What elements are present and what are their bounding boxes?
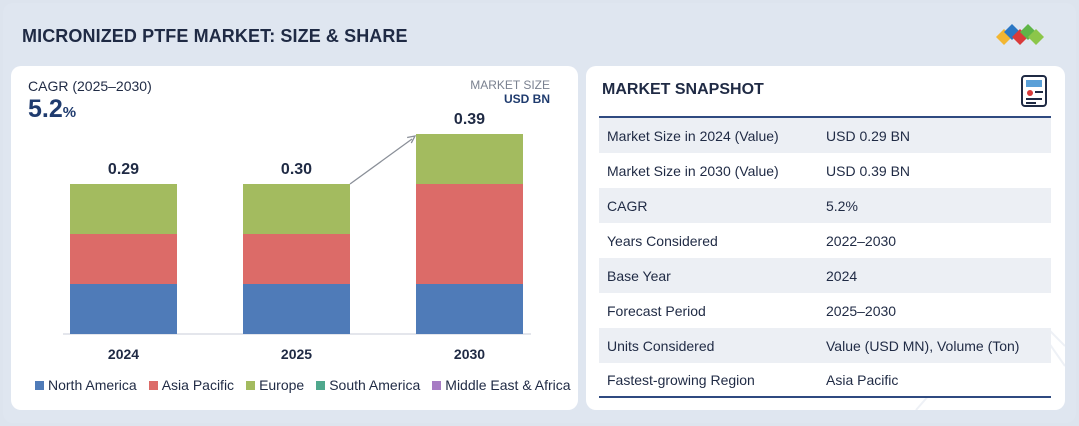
x-tick-label: 2025	[281, 346, 312, 362]
snapshot-row: Years Considered 2022–2030	[599, 223, 1051, 258]
chart-card: CAGR (2025–2030) 5.2% MARKET SIZE USD BN…	[11, 66, 578, 410]
stacked-bar-chart: 0.29 2024 0.30 2025 0.39 2030	[63, 111, 531, 362]
bar-segment	[70, 184, 177, 234]
bar-total-label: 0.39	[454, 111, 485, 128]
growth-arrow	[349, 135, 417, 185]
market-size-label: MARKET SIZE	[470, 78, 550, 92]
snapshot-value: USD 0.29 BN	[826, 127, 911, 144]
snapshot-value: 2022–2030	[826, 232, 897, 249]
snapshot-value: 2024	[826, 267, 858, 284]
legend-label: Middle East & Africa	[445, 377, 571, 393]
legend-item: Middle East & Africa	[432, 377, 571, 393]
snapshot-value: 5.2%	[826, 197, 858, 214]
snapshot-row: Forecast Period 2025–2030	[599, 293, 1051, 328]
cagr-label: CAGR (2025–2030)	[28, 78, 152, 94]
bar-segment	[416, 184, 523, 284]
snapshot-row: Market Size in 2024 (Value) USD 0.29 BN	[599, 118, 1051, 153]
snapshot-key: Years Considered	[607, 232, 718, 249]
snapshot-row: Base Year 2024	[599, 258, 1051, 293]
snapshot-table: Market Size in 2024 (Value) USD 0.29 BN Ma…	[599, 116, 1051, 398]
legend-swatch	[35, 380, 44, 390]
legend-swatch	[432, 380, 442, 390]
legend-swatch	[148, 380, 158, 390]
snapshot-row: Fastest-growing Region Asia Pacific	[599, 363, 1051, 398]
cagr-unit: %	[62, 104, 77, 121]
bar-segment	[416, 284, 523, 334]
market-size-unit: USD BN	[503, 92, 550, 106]
brand-logo-icon	[996, 24, 1044, 45]
cagr-number: 5.2	[28, 95, 63, 123]
legend-item: North America	[35, 377, 137, 393]
legend-swatch	[316, 380, 326, 390]
bar-segment	[416, 134, 523, 184]
legend-label: South America	[329, 377, 421, 393]
bar-total-label: 0.30	[281, 161, 312, 178]
snapshot-row: Units Considered Value (USD MN), Volume (…	[599, 328, 1051, 363]
snapshot-value: Value (USD MN), Volume (Ton)	[826, 337, 1020, 354]
bar-segment	[243, 234, 350, 284]
legend-item: Asia Pacific	[148, 377, 235, 393]
page-title: MICRONIZED PTFE MARKET: SIZE & SHARE	[22, 26, 408, 46]
snapshot-key: CAGR	[607, 197, 648, 214]
snapshot-key: Units Considered	[607, 337, 715, 354]
report-document-icon	[1021, 75, 1047, 107]
snapshot-value: USD 0.39 BN	[826, 162, 911, 179]
x-tick-label: 2024	[108, 346, 139, 362]
legend-item: South America	[316, 377, 420, 393]
bar-segment	[243, 284, 350, 334]
legend-label: Europe	[259, 377, 305, 393]
bar-total-label: 0.29	[108, 161, 139, 178]
snapshot-key: Base Year	[607, 267, 671, 284]
snapshot-key: Forecast Period	[607, 302, 706, 319]
snapshot-key: Market Size in 2024 (Value)	[607, 127, 779, 144]
snapshot-title: MARKET SNAPSHOT	[602, 81, 764, 98]
x-tick-label: 2030	[454, 346, 485, 362]
snapshot-value: 2025–2030	[826, 302, 897, 319]
cagr-value: 5.2%	[28, 95, 76, 124]
chart-legend: North America Asia Pacific Europe South Ame…	[35, 377, 571, 393]
legend-label: North America	[48, 377, 137, 393]
snapshot-key: Market Size in 2030 (Value)	[607, 162, 779, 179]
snapshot-key: Fastest-growing Region	[607, 371, 755, 388]
bar-segment	[70, 284, 177, 334]
legend-label: Asia Pacific	[161, 377, 235, 393]
bar-segment	[70, 234, 177, 284]
snapshot-value: Asia Pacific	[826, 371, 899, 388]
snapshot-row: CAGR 5.2%	[599, 188, 1051, 223]
market-snapshot-card: MARKET SNAPSHOT Market Size in 2024 (Val…	[586, 66, 1065, 410]
legend-item: Europe	[246, 377, 304, 393]
snapshot-row: Market Size in 2030 (Value) USD 0.39 BN	[599, 153, 1051, 188]
bar-segment	[243, 184, 350, 234]
legend-swatch	[246, 380, 256, 390]
